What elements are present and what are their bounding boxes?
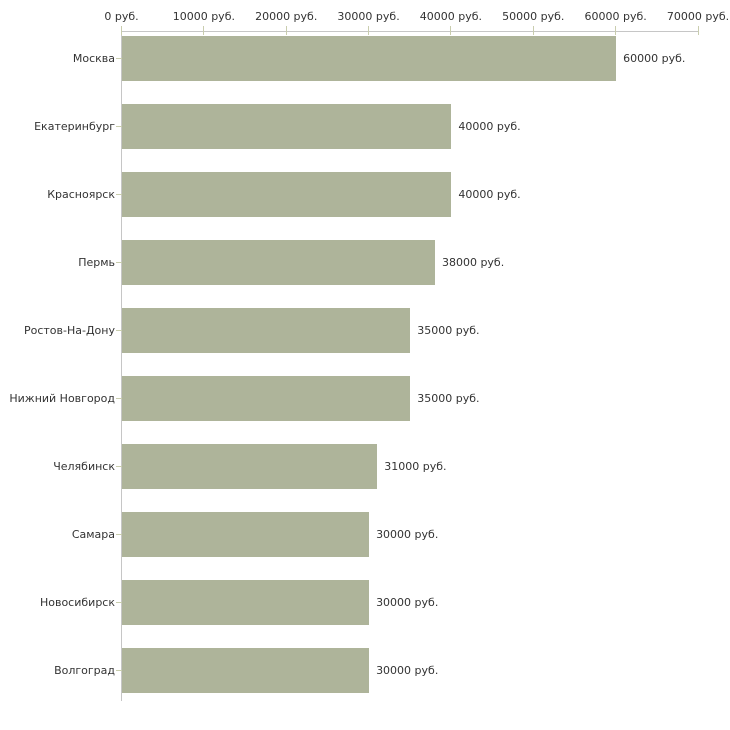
bar	[122, 512, 370, 557]
category-label: Нижний Новгород	[9, 392, 115, 405]
x-tick-mark	[615, 26, 617, 35]
x-tick-mark	[532, 26, 534, 35]
value-label: 60000 руб.	[623, 52, 686, 65]
value-label: 31000 руб.	[384, 460, 447, 473]
bar	[122, 444, 378, 489]
value-label: 40000 руб.	[458, 120, 521, 133]
bar	[122, 580, 370, 625]
category-label: Москва	[72, 52, 115, 65]
y-axis-line	[121, 30, 122, 701]
category-label: Самара	[71, 528, 115, 541]
x-tick-label: 30000 руб.	[337, 10, 400, 23]
category-label: Челябинск	[53, 460, 115, 473]
value-label: 40000 руб.	[458, 188, 521, 201]
value-label: 38000 руб.	[441, 256, 505, 269]
category-label: Красноярск	[47, 188, 115, 201]
y-tick-mark	[116, 58, 122, 59]
bar	[122, 308, 411, 353]
x-tick-mark	[450, 26, 452, 35]
bar	[122, 376, 411, 421]
x-axis-line	[121, 31, 698, 32]
y-tick-mark	[116, 534, 122, 535]
y-tick-mark	[116, 330, 122, 331]
y-tick-mark	[116, 194, 122, 195]
y-tick-mark	[116, 602, 122, 603]
value-label: 35000 руб.	[417, 392, 480, 405]
y-tick-mark	[116, 466, 122, 467]
category-label: Ростов-На-Дону	[23, 324, 115, 337]
y-tick-mark	[116, 670, 122, 671]
x-tick-label: 10000 руб.	[172, 10, 235, 23]
bar	[122, 648, 370, 693]
value-label: 30000 руб.	[376, 664, 439, 677]
x-tick-mark	[203, 26, 205, 35]
value-label: 30000 руб.	[376, 596, 439, 609]
category-label: Новосибирск	[39, 596, 115, 609]
y-tick-mark	[116, 126, 122, 127]
x-tick-mark	[368, 26, 370, 35]
category-label: Волгоград	[54, 664, 115, 677]
x-tick-label: 40000 руб.	[419, 10, 483, 23]
category-label: Екатеринбург	[34, 120, 115, 133]
bar	[122, 172, 452, 217]
bar	[122, 36, 617, 81]
x-tick-label: 50000 руб.	[502, 10, 565, 23]
bar	[122, 240, 435, 285]
x-tick-mark	[285, 26, 287, 35]
category-label: Пермь	[78, 256, 115, 269]
value-label: 35000 руб.	[417, 324, 480, 337]
bar	[122, 104, 452, 149]
y-tick-mark	[116, 398, 122, 399]
value-label: 30000 руб.	[376, 528, 439, 541]
y-tick-mark	[116, 262, 122, 263]
x-tick-label: 60000 руб.	[584, 10, 647, 23]
x-tick-mark	[697, 26, 699, 35]
x-tick-label: 70000 руб.	[666, 10, 730, 23]
x-tick-label: 20000 руб.	[255, 10, 318, 23]
x-tick-mark	[121, 26, 122, 35]
x-tick-label: 0 руб.	[104, 10, 139, 23]
